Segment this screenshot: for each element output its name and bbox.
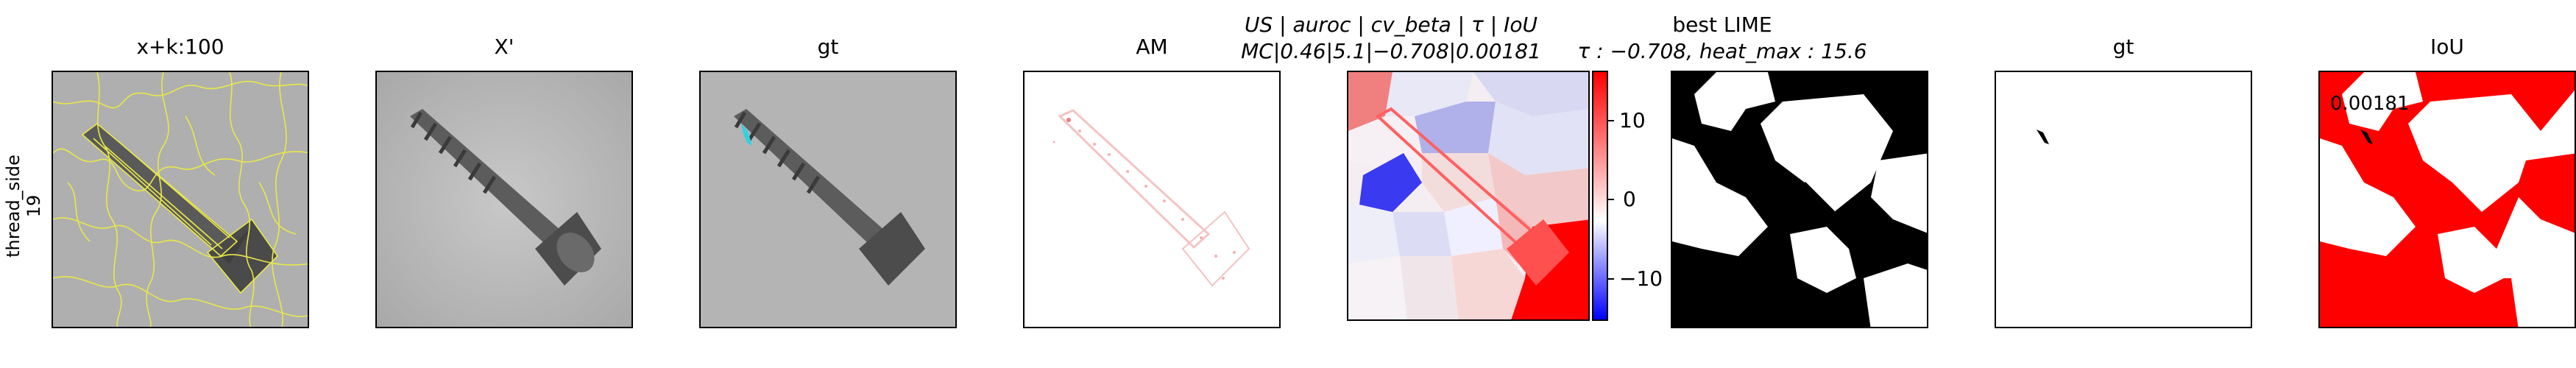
panel-title-us-line2: MC|0.46|5.1|−0.708|0.00181 (1241, 39, 1541, 63)
panel-lime-weights (1347, 71, 1590, 321)
panel-title-gt1: gt (817, 35, 839, 59)
panel-iou: 0.00181 (2318, 71, 2576, 328)
panel-title-xk: x+k:100 (136, 35, 224, 59)
panel-title-lime-line1: best LIME (1672, 13, 1772, 37)
panel-title-gt2: gt (2112, 35, 2134, 59)
row-label-line2: 19 (24, 194, 44, 218)
panel-reconstruction (375, 71, 633, 328)
panel-gt-overlay (699, 71, 957, 328)
colorbar-tick-zero: 0 (1623, 187, 1636, 211)
colorbar-tick-neg: −10 (1619, 266, 1663, 291)
panel-title-am: AM (1136, 35, 1168, 59)
panel-superpixels (52, 71, 309, 328)
panel-title-us-line1: US | auroc | cv_beta | τ | IoU (1245, 13, 1538, 37)
row-label-line1: thread_side (3, 155, 24, 258)
colorbar (1592, 71, 1608, 321)
panel-title-lime-line2: τ : −0.708, heat_max : 15.6 (1577, 39, 1867, 63)
panel-anomaly-map (1023, 71, 1281, 328)
panel-title-xprime: X' (494, 35, 514, 59)
colorbar-tick-pos: 10 (1619, 108, 1646, 132)
panel-lime-mask (1671, 71, 1928, 328)
panel-title-iou: IoU (2430, 35, 2464, 59)
iou-annotation: 0.00181 (2330, 93, 2410, 115)
panel-gt-mask (1995, 71, 2252, 328)
